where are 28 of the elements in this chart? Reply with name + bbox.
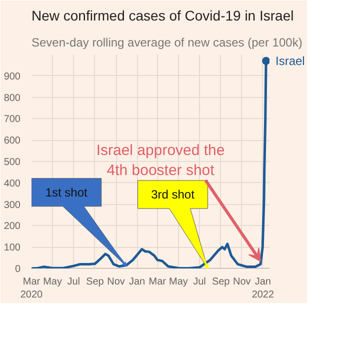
series-label: Israel [276,54,305,68]
y-tick-label: 700 [4,114,21,126]
y-tick-label: 300 [4,200,21,211]
y-tick-label: 400 [4,178,21,190]
y-tick-label: 500 [4,157,21,168]
x-tick-label: Mar [148,276,167,288]
x-tick-label: Jul [193,276,206,288]
x-tick-label: Jan 2022 [252,276,275,301]
y-tick-label: 0 [14,264,21,275]
x-tick-label: Jan [128,276,146,288]
x-tick-label: Sep [86,276,104,288]
annotation: 3rd shot [151,188,196,202]
x-tick-label: Sep [212,276,230,288]
x-tick-label: Nov [233,276,251,288]
y-tick-label: 900 [4,71,21,82]
x-tick-label: Nov [107,276,125,288]
x-tick-label: Mar 2020 [20,276,44,301]
x-tick-label: Jul [67,276,80,288]
y-tick-label: 800 [4,92,21,104]
y-tick-label: 600 [4,136,21,147]
x-tick-label: May [43,276,62,288]
annotation: Israel approved the 4th booster shot [96,142,225,180]
y-tick-label: 200 [4,221,21,232]
chart-subtitle: Seven-day rolling average of new cases (per 100k) [32,36,302,50]
chart-title: New confirmed cases of Covid-19 in Israel [32,8,294,24]
y-tick-label: 100 [4,242,21,254]
x-tick-label: May [168,276,188,288]
annotation: 1st shot [45,185,88,200]
